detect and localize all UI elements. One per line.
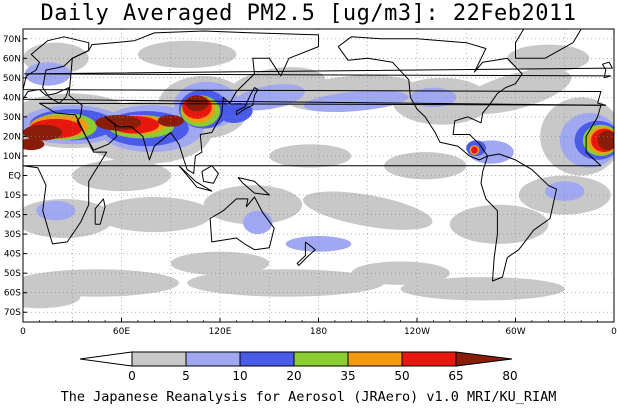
colorbar-low-triangle xyxy=(79,351,133,367)
lat-tick-label: EQ xyxy=(8,172,21,182)
lat-tick-label: 30N xyxy=(3,113,21,123)
colorbar-swatch xyxy=(347,351,403,367)
lon-tick-label: 60E xyxy=(113,327,130,337)
japan-coast xyxy=(235,87,259,116)
pm25-level-1-patch xyxy=(170,251,270,276)
lon-tick-label: 180 xyxy=(310,327,327,337)
africa-coast xyxy=(23,102,602,245)
australia-coast xyxy=(209,196,275,251)
colorbar-level-label: 80 xyxy=(502,369,517,383)
map-gridlines xyxy=(23,29,614,322)
north-america-coast xyxy=(337,36,523,161)
pm25-level-7-patch xyxy=(23,138,45,151)
pm25-level-7-patch xyxy=(157,114,184,127)
lat-tick-label: 10S xyxy=(4,191,21,201)
colorbar-level-label: 50 xyxy=(394,369,409,383)
latitude-axis: 70N 60N 50N 40N 30N 20N 10N EQ 10S 20S 30S 40S 50S 60… xyxy=(3,35,27,318)
pm25-level-1-patch xyxy=(23,284,81,309)
pm25-level-2-patch xyxy=(36,200,76,221)
lon-tick-label: 60W xyxy=(505,327,525,337)
pm25-level-1-patch xyxy=(203,185,303,225)
lat-tick-label: 50S xyxy=(4,269,21,279)
pm25-level-1-patch xyxy=(137,40,237,69)
lat-tick-label: 70N xyxy=(3,35,21,45)
pm25-level-2-patch xyxy=(303,90,409,113)
lat-tick-label: 40N xyxy=(3,93,21,103)
pm25-level-1-patch xyxy=(351,261,450,285)
pm25-level-6-patch xyxy=(471,146,478,154)
colorbar-swatch xyxy=(185,351,241,367)
lat-tick-label: 70S xyxy=(4,308,21,318)
colorbar-level-label: 5 xyxy=(182,369,190,383)
lat-tick-label: 50N xyxy=(3,74,21,84)
colorbar-level-label: 20 xyxy=(286,369,301,383)
new-guinea-coast xyxy=(237,177,270,196)
pm25-level-1-patch xyxy=(449,204,549,244)
pm25-level-1-patch xyxy=(400,277,565,301)
credit-line: The Japanese Reanalysis for Aerosol (JRA… xyxy=(60,389,557,405)
lat-tick-label: 20N xyxy=(3,132,21,142)
uk-coast xyxy=(24,61,613,79)
pm25-level-7-patch xyxy=(597,130,614,151)
colorbar-level-label: 65 xyxy=(448,369,463,383)
lon-tick-label: 0 xyxy=(20,327,26,337)
colorbar-swatch xyxy=(239,351,295,367)
colorbar-level-label: 35 xyxy=(340,369,355,383)
pm25-level-2-patch xyxy=(242,210,273,235)
lon-tick-label: 120W xyxy=(404,327,430,337)
madagascar-coast xyxy=(94,198,106,225)
lat-tick-label: 60S xyxy=(4,289,21,299)
colorbar-swatch xyxy=(401,351,457,367)
lat-tick-label: 20S xyxy=(4,211,21,221)
longitude-axis: 0 60E 120E 180 120W 60W 0 xyxy=(20,318,617,337)
colorbar: 0 5 10 20 35 50 65 80 xyxy=(79,351,518,383)
coastlines xyxy=(23,29,613,282)
pm25-level-2-patch xyxy=(285,236,352,252)
colorbar-swatch xyxy=(293,351,349,367)
colorbar-swatch xyxy=(131,351,187,367)
asia-coast xyxy=(68,30,319,174)
greenland-coast xyxy=(515,29,582,59)
borneo-coast xyxy=(201,165,219,184)
europe-coast xyxy=(23,36,607,106)
colorbar-level-label: 10 xyxy=(232,369,247,383)
pm25-level-1-patch xyxy=(269,144,352,168)
colorbar-level-label: 0 xyxy=(128,369,136,383)
pm25-level-7-patch xyxy=(23,124,63,141)
new-zealand-coast xyxy=(296,241,316,266)
colorbar-high-triangle xyxy=(455,351,513,367)
south-america-coast xyxy=(480,153,557,282)
lat-tick-label: 60N xyxy=(3,54,21,64)
lon-tick-label: 0 xyxy=(611,327,617,337)
pm25-level-7-patch xyxy=(185,95,209,112)
indonesia-coast xyxy=(178,165,213,192)
pm25-level-1-patch xyxy=(507,44,590,72)
pm25-level-7-patch xyxy=(95,114,142,131)
lat-tick-label: 40S xyxy=(4,250,21,260)
pm25-level-1-patch xyxy=(303,191,433,230)
lon-tick-label: 120E xyxy=(209,327,232,337)
lat-tick-label: 10N xyxy=(3,152,21,162)
pm25-level-2-patch xyxy=(410,87,457,108)
pm25-level-1-patch xyxy=(187,269,385,297)
pm25-level-1-patch xyxy=(96,196,212,233)
lat-tick-label: 30S xyxy=(4,230,21,240)
map-title: Daily Averaged PM2.5 [ug/m3]: 22Feb2011 xyxy=(40,1,577,26)
